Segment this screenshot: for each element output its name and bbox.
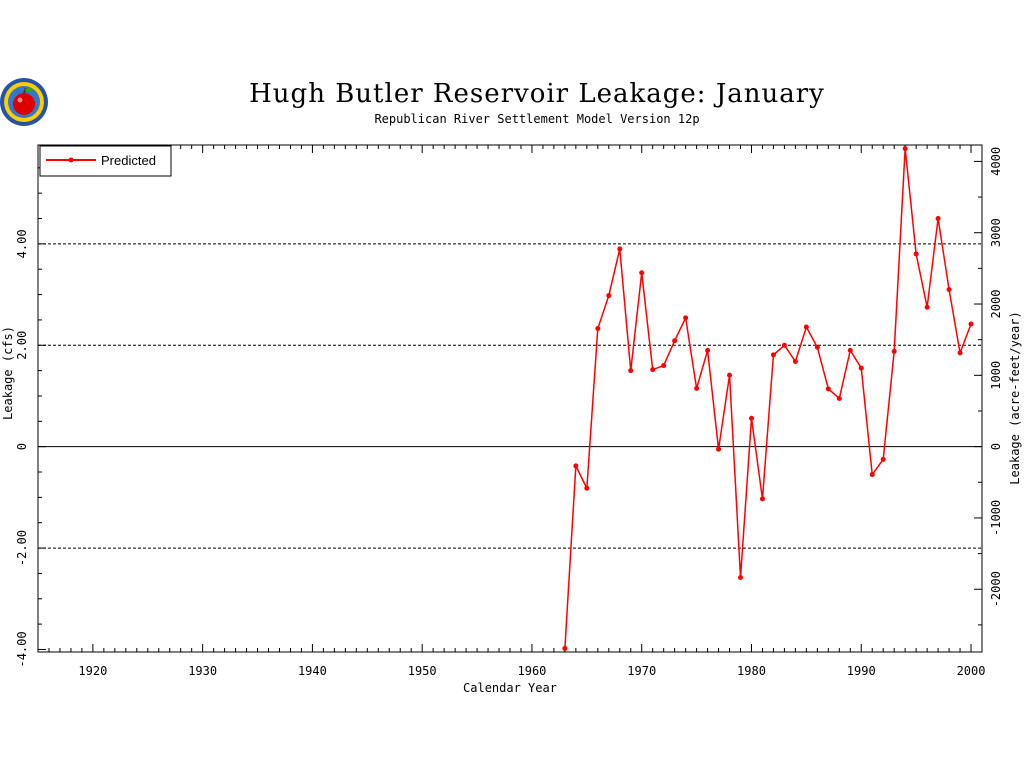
y2-tick-label-1: -1000 xyxy=(989,500,1003,536)
data-point-1981 xyxy=(759,496,765,502)
y2-tick-label-6: 4000 xyxy=(989,147,1003,176)
legend: Predicted xyxy=(39,145,172,177)
data-point-1997 xyxy=(935,216,941,222)
chart-title: Hugh Butler Reservoir Leakage: January xyxy=(249,79,825,109)
x-tick-label-1950: 1950 xyxy=(408,664,437,678)
y-axis-ticks: -4.00 -2.00 0 2.00 4.00 xyxy=(15,167,46,668)
data-point-1982 xyxy=(770,352,776,358)
y-tick-label-3: 2.00 xyxy=(15,331,29,360)
data-point-1986 xyxy=(814,344,820,350)
x-tick-label-1930: 1930 xyxy=(188,664,217,678)
nebraska-apple-logo-icon xyxy=(0,78,48,126)
data-point-1976 xyxy=(705,347,711,353)
x-tick-label-1920: 1920 xyxy=(78,664,107,678)
series-layer xyxy=(562,146,974,651)
legend-label-predicted: Predicted xyxy=(101,153,156,168)
x-tick-label-2000: 2000 xyxy=(957,664,986,678)
grid-lines xyxy=(38,243,982,549)
data-point-1973 xyxy=(672,338,678,344)
data-point-1988 xyxy=(836,396,842,401)
y2-tick-label-4: 2000 xyxy=(989,290,1003,319)
data-point-1964 xyxy=(573,463,579,469)
data-point-1993 xyxy=(891,348,897,354)
x-tick-label-1970: 1970 xyxy=(627,664,656,678)
y-tick-label-0: -4.00 xyxy=(15,631,29,667)
data-point-1970 xyxy=(639,270,645,276)
y-axis-label: Leakage (cfs) xyxy=(1,326,15,420)
data-point-1991 xyxy=(869,472,875,478)
chart-subtitle: Republican River Settlement Model Versio… xyxy=(374,112,699,126)
data-point-1967 xyxy=(606,293,612,299)
data-point-1974 xyxy=(683,315,689,321)
data-point-1989 xyxy=(847,347,853,353)
data-point-1985 xyxy=(803,324,809,330)
data-point-1963 xyxy=(562,645,568,651)
data-point-2000 xyxy=(968,321,974,327)
data-point-1972 xyxy=(661,363,667,369)
data-point-1999 xyxy=(957,350,963,356)
x-tick-label-1960: 1960 xyxy=(518,664,547,678)
data-point-1980 xyxy=(748,415,754,421)
data-point-1968 xyxy=(617,246,623,252)
data-point-1975 xyxy=(694,385,700,391)
y2-tick-label-3: 1000 xyxy=(989,361,1003,390)
data-point-1992 xyxy=(880,456,886,462)
x-tick-label-1990: 1990 xyxy=(847,664,876,678)
data-point-1983 xyxy=(781,342,787,348)
data-point-1996 xyxy=(924,304,930,310)
y2-axis-ticks: -2000 -1000 0 1000 2000 3000 4000 xyxy=(974,147,1003,626)
y2-axis-label: Leakage (acre-feet/year) xyxy=(1008,311,1022,484)
data-point-1977 xyxy=(716,446,722,452)
x-tick-label-1940: 1940 xyxy=(298,664,327,678)
y2-tick-label-5: 3000 xyxy=(989,218,1003,247)
data-point-1990 xyxy=(858,365,864,371)
x-tick-label-1980: 1980 xyxy=(737,664,766,678)
y-tick-label-2: 0 xyxy=(15,443,29,450)
data-point-1966 xyxy=(595,326,601,332)
data-point-1987 xyxy=(825,386,831,392)
data-point-1971 xyxy=(650,367,656,373)
data-point-1978 xyxy=(727,372,733,378)
y2-tick-label-2: 0 xyxy=(989,443,1003,450)
x-axis-label: Calendar Year xyxy=(463,681,557,695)
y-tick-label-4: 4.00 xyxy=(15,229,29,258)
data-point-1979 xyxy=(738,574,744,580)
data-point-1998 xyxy=(946,286,952,292)
y2-tick-label-0: -2000 xyxy=(989,571,1003,607)
x-axis-ticks: 1920 1930 1940 1950 1960 1970 1980 1990 2000 xyxy=(37,145,986,678)
legend-marker xyxy=(68,157,74,163)
data-point-1984 xyxy=(792,358,798,364)
data-point-1965 xyxy=(584,485,590,491)
data-point-1995 xyxy=(913,251,919,257)
data-point-1969 xyxy=(628,368,634,374)
data-point-1994 xyxy=(902,146,908,152)
series-line-0 xyxy=(564,148,972,649)
y-tick-label-1: -2.00 xyxy=(15,530,29,566)
